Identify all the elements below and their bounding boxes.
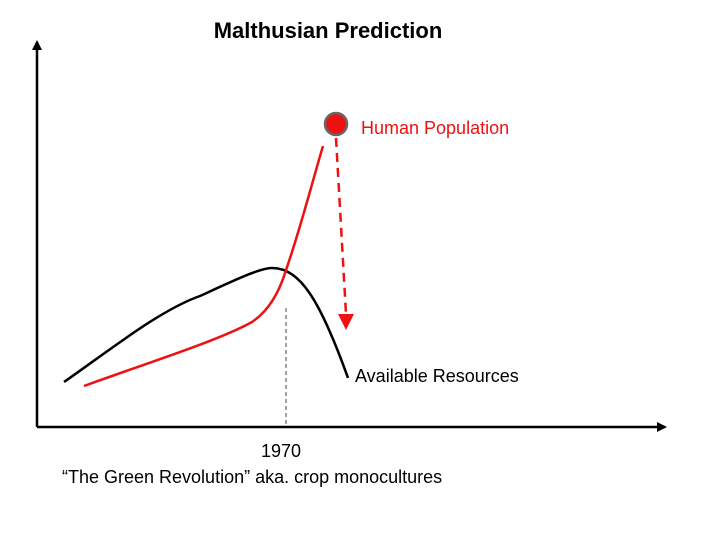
caption: “The Green Revolution” aka. crop monocul… [62, 467, 442, 487]
year-label: 1970 [261, 441, 301, 461]
population-marker [323, 111, 349, 137]
resources-label: Available Resources [355, 366, 519, 386]
collapse-arrowhead [338, 314, 354, 330]
collapse-dashed-line [334, 137, 348, 315]
resources-curve [63, 266, 350, 384]
diagram-title: Malthusian Prediction [214, 18, 443, 43]
population-label: Human Population [361, 118, 509, 138]
population-curve [83, 145, 325, 388]
